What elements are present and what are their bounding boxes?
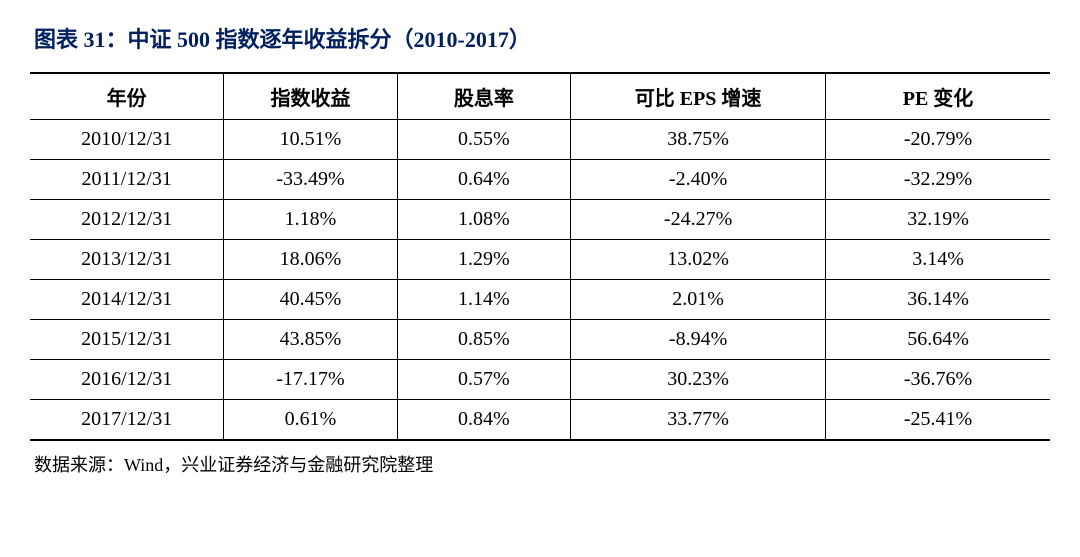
table-cell: 56.64% <box>826 320 1050 360</box>
table-cell: 0.84% <box>397 400 570 441</box>
table-row: 2015/12/3143.85%0.85%-8.94%56.64% <box>30 320 1050 360</box>
table-cell: 0.64% <box>397 160 570 200</box>
table-cell: -20.79% <box>826 120 1050 160</box>
table-cell: 2012/12/31 <box>30 200 224 240</box>
table-header-cell: 指数收益 <box>224 73 397 120</box>
table-cell: 1.18% <box>224 200 397 240</box>
table-row: 2013/12/3118.06%1.29%13.02%3.14% <box>30 240 1050 280</box>
table-cell: 0.85% <box>397 320 570 360</box>
table-cell: 3.14% <box>826 240 1050 280</box>
table-cell: -32.29% <box>826 160 1050 200</box>
table-header-row: 年份指数收益股息率可比 EPS 增速PE 变化 <box>30 73 1050 120</box>
table-cell: 10.51% <box>224 120 397 160</box>
table-cell: 33.77% <box>571 400 826 441</box>
table-cell: 2013/12/31 <box>30 240 224 280</box>
table-row: 2010/12/3110.51%0.55%38.75%-20.79% <box>30 120 1050 160</box>
table-row: 2012/12/311.18%1.08%-24.27%32.19% <box>30 200 1050 240</box>
table-cell: 32.19% <box>826 200 1050 240</box>
table-cell: 2010/12/31 <box>30 120 224 160</box>
table-cell: -24.27% <box>571 200 826 240</box>
table-cell: 30.23% <box>571 360 826 400</box>
table-cell: -25.41% <box>826 400 1050 441</box>
table-cell: 13.02% <box>571 240 826 280</box>
table-cell: 36.14% <box>826 280 1050 320</box>
table-cell: 40.45% <box>224 280 397 320</box>
table-cell: 0.55% <box>397 120 570 160</box>
table-header-cell: 年份 <box>30 73 224 120</box>
table-row: 2017/12/310.61%0.84%33.77%-25.41% <box>30 400 1050 441</box>
table-header-cell: PE 变化 <box>826 73 1050 120</box>
table-row: 2014/12/3140.45%1.14%2.01%36.14% <box>30 280 1050 320</box>
table-cell: 1.08% <box>397 200 570 240</box>
table-cell: 2016/12/31 <box>30 360 224 400</box>
table-cell: -2.40% <box>571 160 826 200</box>
table-cell: -33.49% <box>224 160 397 200</box>
table-header-cell: 股息率 <box>397 73 570 120</box>
table-cell: 18.06% <box>224 240 397 280</box>
data-source-note: 数据来源：Wind，兴业证券经济与金融研究院整理 <box>30 451 1050 477</box>
table-cell: 43.85% <box>224 320 397 360</box>
table-header-cell: 可比 EPS 增速 <box>571 73 826 120</box>
table-row: 2011/12/31-33.49%0.64%-2.40%-32.29% <box>30 160 1050 200</box>
chart-title: 图表 31：中证 500 指数逐年收益拆分（2010-2017） <box>30 22 1050 54</box>
table-cell: 0.61% <box>224 400 397 441</box>
table-cell: 2011/12/31 <box>30 160 224 200</box>
table-cell: 38.75% <box>571 120 826 160</box>
table-cell: 0.57% <box>397 360 570 400</box>
table-cell: 1.14% <box>397 280 570 320</box>
table-cell: 2015/12/31 <box>30 320 224 360</box>
table-row: 2016/12/31-17.17%0.57%30.23%-36.76% <box>30 360 1050 400</box>
table-cell: -17.17% <box>224 360 397 400</box>
table-cell: 2.01% <box>571 280 826 320</box>
table-cell: 2014/12/31 <box>30 280 224 320</box>
table-cell: -8.94% <box>571 320 826 360</box>
table-cell: -36.76% <box>826 360 1050 400</box>
returns-breakdown-table: 年份指数收益股息率可比 EPS 增速PE 变化 2010/12/3110.51%… <box>30 72 1050 441</box>
table-cell: 1.29% <box>397 240 570 280</box>
table-cell: 2017/12/31 <box>30 400 224 441</box>
